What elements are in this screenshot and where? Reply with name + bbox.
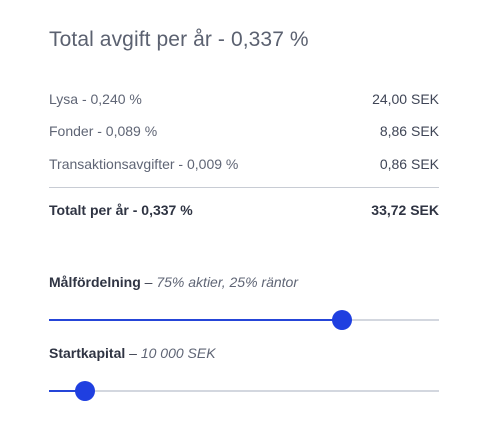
fee-row-transaction: Transaktionsavgifter - 0,009 % 0,86 SEK [49, 156, 439, 176]
slider-thumb[interactable] [74, 381, 95, 401]
fee-divider [49, 187, 439, 188]
fee-label: Fonder - 0,089 % [49, 123, 158, 139]
allocation-slider-label: Målfördelning – 75% aktier, 25% räntor [49, 274, 298, 290]
capital-slider[interactable] [49, 381, 439, 401]
total-value: 33,72 SEK [371, 202, 439, 218]
capital-detail: 10 000 SEK [140, 345, 216, 361]
allocation-name: Målfördelning [49, 274, 141, 290]
slider-thumb[interactable] [331, 310, 352, 330]
total-label: Totalt per år - 0,337 % [49, 202, 193, 218]
page-title: Total avgift per år - 0,337 % [49, 28, 309, 51]
fee-value: 8,86 SEK [379, 123, 439, 139]
fee-total-row: Totalt per år - 0,337 % 33,72 SEK [49, 202, 439, 222]
slider-fill [49, 390, 85, 392]
fee-row-fonder: Fonder - 0,089 % 8,86 SEK [49, 123, 439, 143]
fee-value: 24,00 SEK [372, 91, 439, 107]
capital-name: Startkapital [49, 345, 126, 361]
fee-row-lysa: Lysa - 0,240 % 24,00 SEK [49, 91, 439, 111]
allocation-detail: 75% aktier, 25% räntor [156, 274, 298, 290]
allocation-separator: – [140, 274, 157, 290]
slider-fill [49, 319, 342, 321]
capital-separator: – [125, 345, 141, 361]
fee-label: Lysa - 0,240 % [49, 91, 142, 107]
fee-label: Transaktionsavgifter - 0,009 % [49, 156, 239, 172]
fee-value: 0,86 SEK [379, 156, 439, 172]
capital-slider-label: Startkapital – 10 000 SEK [49, 345, 216, 361]
allocation-slider[interactable] [49, 310, 439, 330]
